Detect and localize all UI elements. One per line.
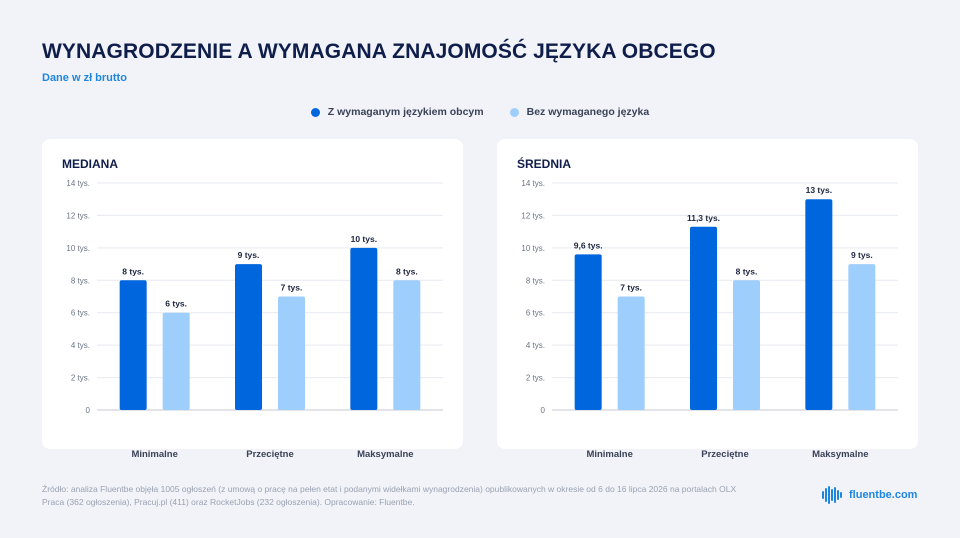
bar-with-language [574, 254, 602, 410]
y-tick-label: 0 [86, 406, 91, 415]
bar-without-language [733, 280, 760, 410]
data-label: 7 tys. [281, 283, 303, 293]
bar-without-language [848, 264, 876, 410]
legend-dot-with-language [310, 107, 320, 117]
brand-name: fluentbe.com [849, 489, 918, 501]
median-chart-panel: MEDIANA 0 2 tys. 4 tys. 6 tys. 8 tys. 10 tys.… [42, 139, 463, 460]
y-tick-label: 0 [541, 406, 546, 415]
data-label: 7 tys. [620, 283, 642, 293]
category-label: Minimalne [131, 449, 177, 460]
data-label: 9 tys. [851, 250, 873, 260]
source-note: Źródło: analiza Fluentbe objęła 1005 ogł… [42, 484, 737, 507]
category-label: Przeciętne [246, 449, 294, 460]
y-tick-label: 14 tys. [66, 179, 90, 188]
data-label: 9,6 tys. [574, 240, 603, 250]
legend-dot-without-language [509, 107, 519, 117]
y-tick-label: 14 tys. [521, 179, 545, 188]
median-chart-title: MEDIANA [62, 157, 118, 171]
chart-legend: Z wymaganym językiem obcym Bez wymaganeg… [0, 106, 960, 118]
page-title: WYNAGRODZENIE A WYMAGANA ZNAJOMOŚĆ JĘZYK… [42, 40, 716, 63]
sound-wave-icon [822, 486, 842, 504]
legend-label-with-language: Z wymaganym językiem obcym [327, 106, 484, 118]
data-label: 8 tys. [736, 266, 758, 276]
bar-with-language [805, 199, 833, 410]
y-tick-label: 2 tys. [526, 374, 545, 383]
bar-with-language [690, 226, 717, 410]
y-tick-label: 12 tys. [521, 211, 545, 220]
bar-with-language [350, 247, 378, 410]
page-subtitle: Dane w zł brutto [42, 72, 127, 84]
brand-logo[interactable]: fluentbe.com [822, 485, 917, 505]
data-label: 6 tys. [165, 299, 187, 309]
bar-without-language [278, 296, 305, 410]
median-bar-chart: 0 2 tys. 4 tys. 6 tys. 8 tys. 10 tys. 12 tys. 1… [66, 179, 443, 460]
bar-without-language [162, 312, 190, 410]
y-tick-label: 8 tys. [71, 276, 90, 285]
category-label: Maksymalne [812, 449, 869, 460]
y-tick-label: 4 tys. [71, 341, 90, 350]
mean-chart-panel: ŚREDNIA 0 2 tys. 4 tys. 6 tys. 8 tys. 10 tys.… [497, 139, 918, 460]
data-label: 8 tys. [122, 266, 144, 276]
bar-without-language [393, 280, 421, 410]
y-tick-label: 6 tys. [526, 309, 545, 318]
data-label: 11,3 tys. [687, 213, 720, 223]
data-label: 8 tys. [396, 266, 418, 276]
legend-item-with-language: Z wymaganym językiem obcym [310, 106, 484, 118]
y-tick-label: 8 tys. [526, 276, 545, 285]
data-label: 9 tys. [238, 250, 260, 260]
legend-item-without-language: Bez wymaganego języka [509, 106, 650, 118]
legend-label-without-language: Bez wymaganego języka [526, 106, 650, 118]
bar-with-language [119, 280, 147, 410]
data-label: 10 tys. [351, 234, 377, 244]
y-tick-label: 4 tys. [526, 341, 545, 350]
y-tick-label: 2 tys. [71, 374, 90, 383]
data-label: 13 tys. [806, 185, 832, 195]
y-tick-label: 10 tys. [66, 244, 90, 253]
bar-with-language [235, 264, 262, 410]
y-tick-label: 10 tys. [521, 244, 545, 253]
category-label: Maksymalne [357, 449, 414, 460]
category-label: Przeciętne [701, 449, 749, 460]
mean-bar-chart: 0 2 tys. 4 tys. 6 tys. 8 tys. 10 tys. 12 tys. 1… [521, 179, 898, 460]
mean-chart-title: ŚREDNIA [517, 157, 572, 171]
y-tick-label: 6 tys. [71, 309, 90, 318]
y-tick-label: 12 tys. [66, 211, 90, 220]
category-label: Minimalne [586, 449, 632, 460]
bar-without-language [617, 296, 645, 410]
